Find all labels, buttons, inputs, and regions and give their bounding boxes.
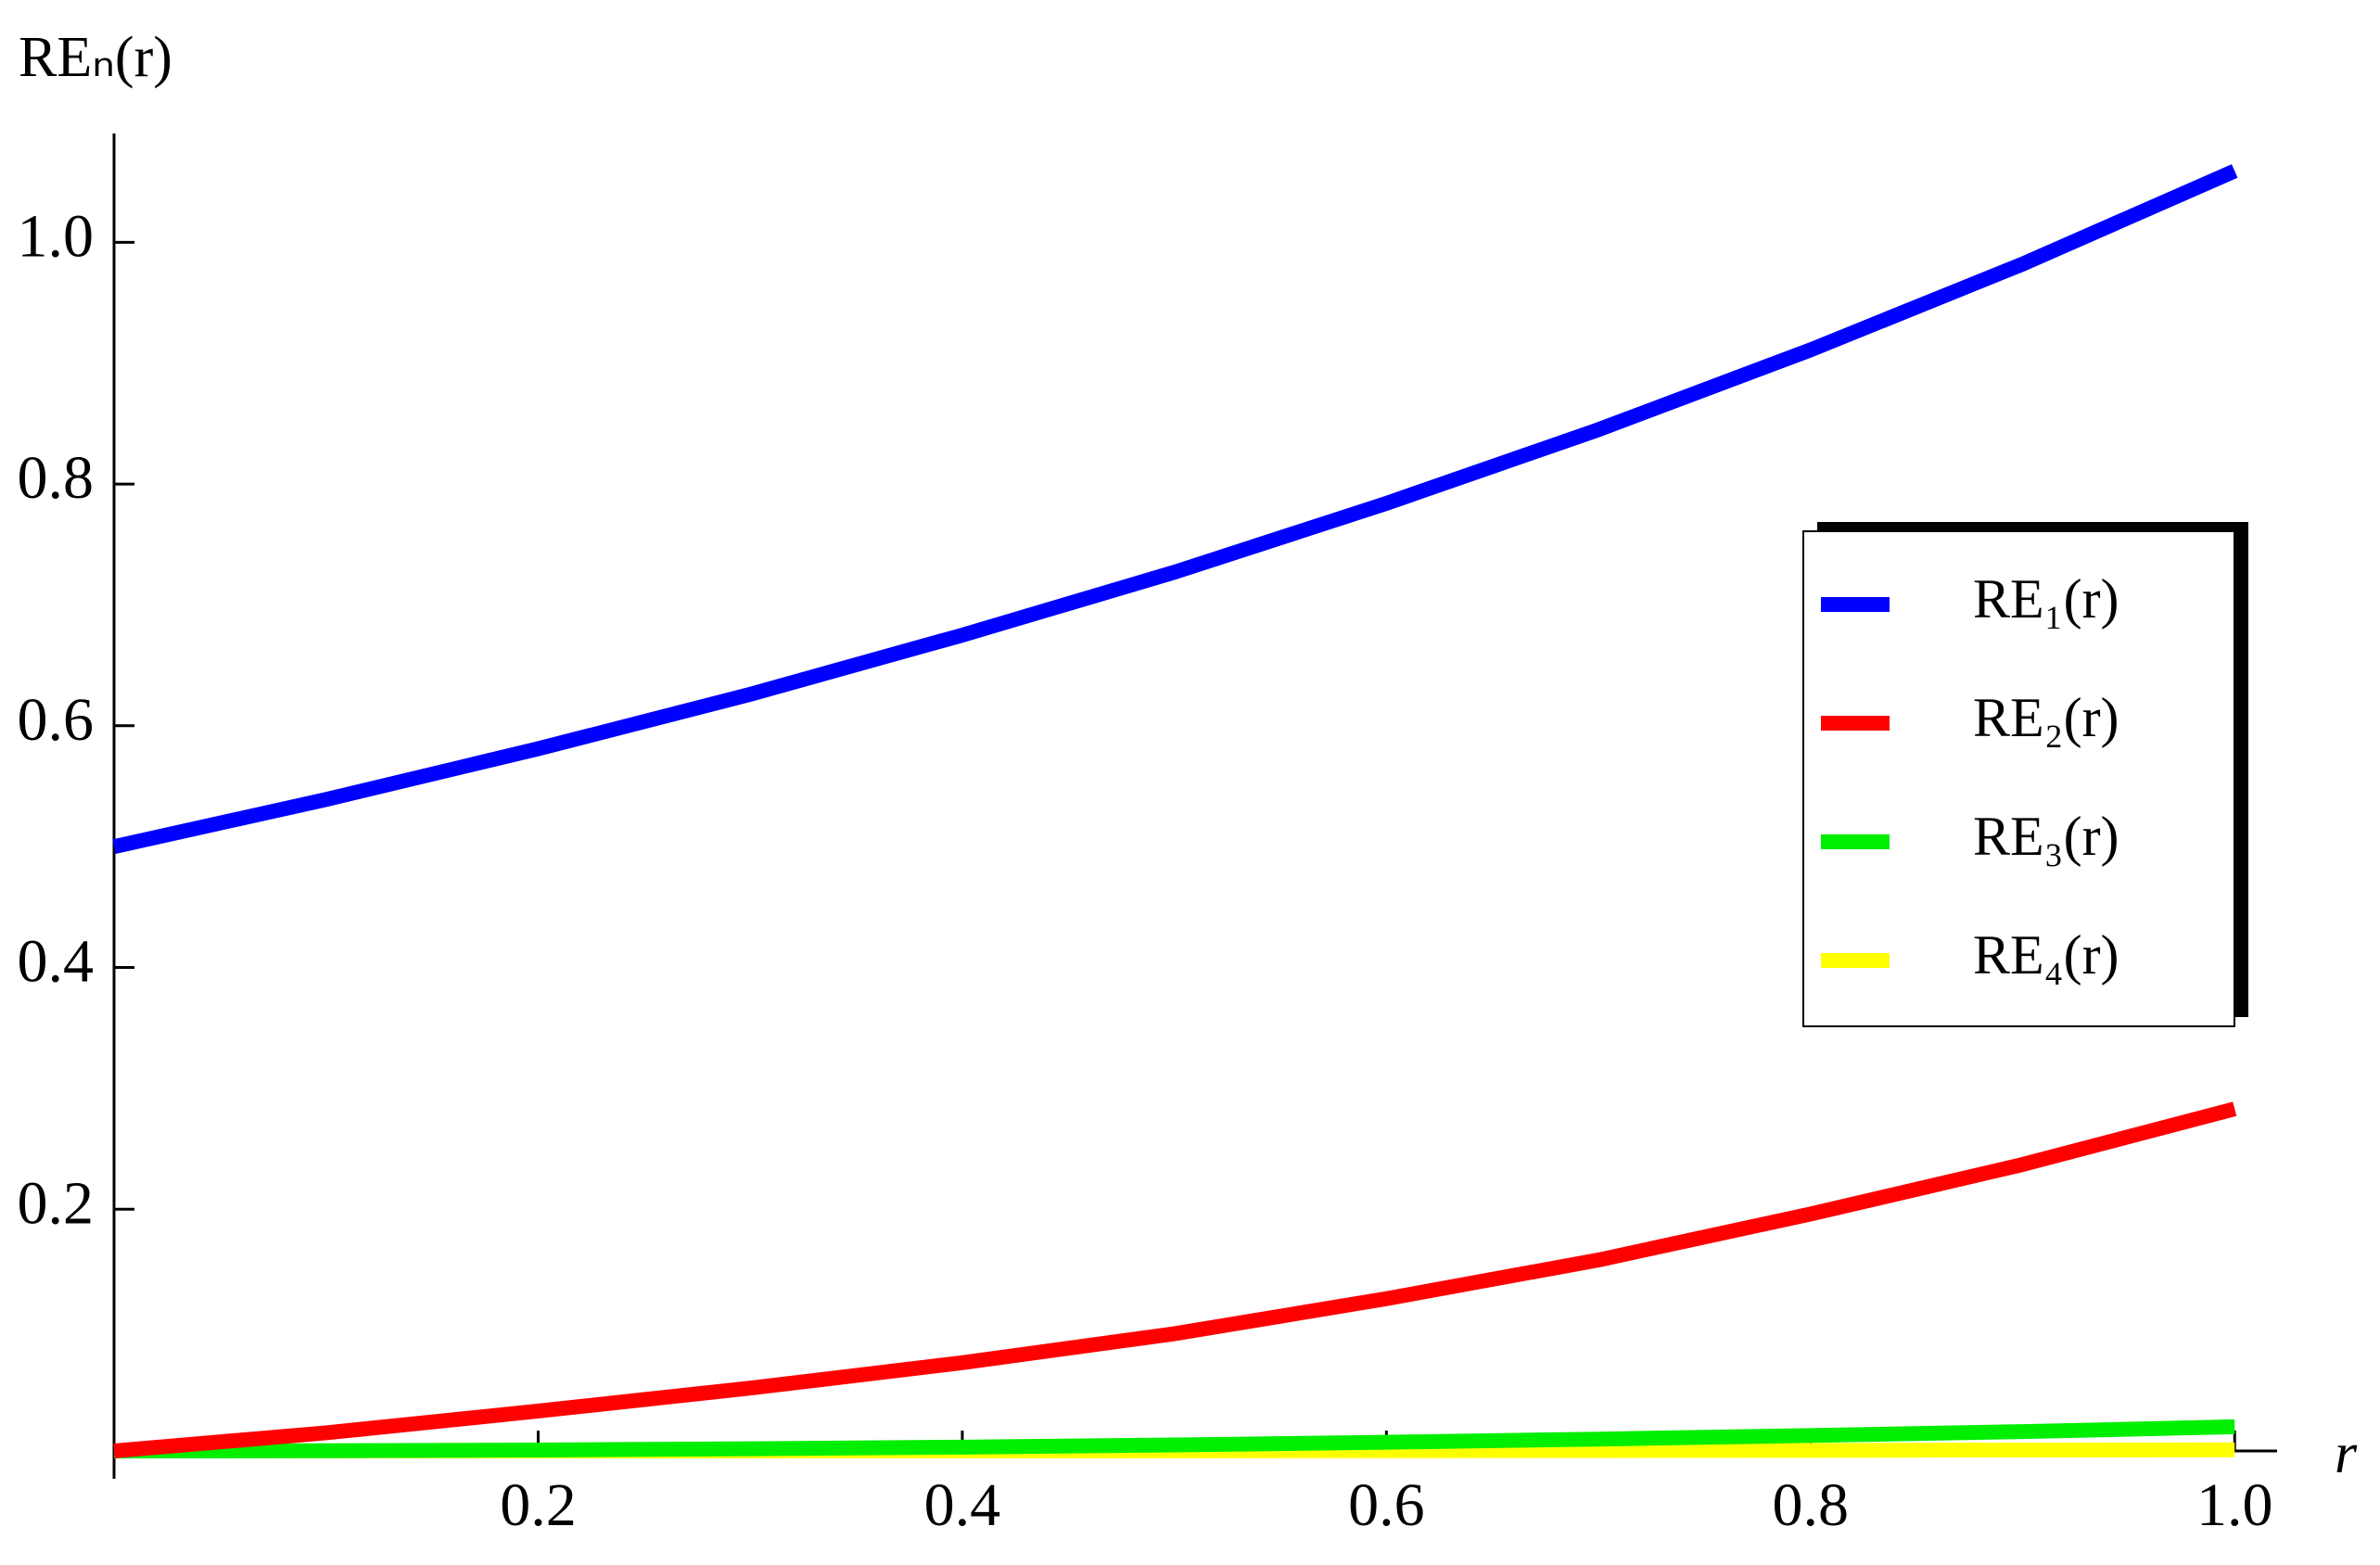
- y-axis-label: REₙ(r): [19, 26, 172, 89]
- x-tick-label: 0.8: [1773, 1471, 1850, 1539]
- series-line: [112, 164, 2238, 854]
- legend-label: RE₂(r): [1973, 687, 2119, 748]
- series-line: [113, 1101, 2237, 1458]
- legend-label: RE₄(r): [1973, 924, 2119, 986]
- legend-box: [1802, 530, 2235, 1027]
- x-tick-label: 0.2: [500, 1471, 577, 1539]
- legend-label: RE₃(r): [1973, 806, 2119, 867]
- y-tick-label: 1.0: [18, 202, 95, 270]
- legend-label: RE₁(r): [1973, 568, 2119, 630]
- y-tick-label: 0.6: [18, 686, 95, 754]
- y-tick-label: 0.4: [18, 928, 95, 996]
- series-line: [113, 1419, 2235, 1458]
- x-axis-label: r: [2335, 1422, 2358, 1485]
- x-tick-label: 0.4: [924, 1471, 1001, 1539]
- y-tick-label: 0.8: [18, 444, 95, 512]
- y-tick-label: 0.2: [18, 1169, 95, 1237]
- x-tick-label: 1.0: [2196, 1471, 2273, 1539]
- x-tick-label: 0.6: [1348, 1471, 1425, 1539]
